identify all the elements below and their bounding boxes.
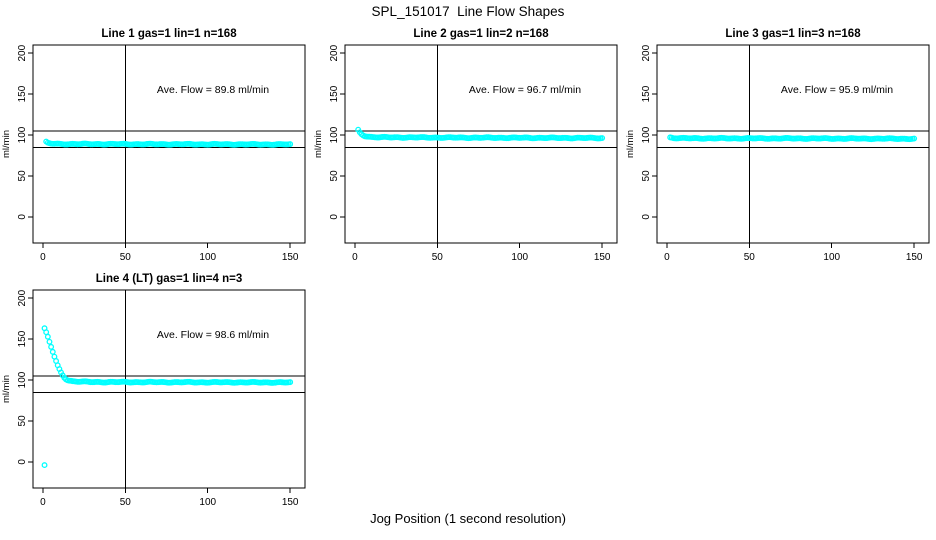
y-tick-label: 200	[641, 44, 652, 61]
y-tick-label: 150	[17, 330, 28, 347]
x-tick-label: 100	[511, 252, 528, 263]
ave-flow-annotation: Ave. Flow = 95.9 ml/min	[781, 84, 893, 96]
y-tick-label: 0	[641, 214, 652, 220]
panel-1: Line 1 gas=1 lin=1 n=168 0 50 100 150 0 50 100 1…	[1, 28, 306, 263]
y-tick-label: 100	[641, 126, 652, 143]
ave-flow-annotation: Ave. Flow = 89.8 ml/min	[157, 84, 269, 96]
data-points	[355, 126, 606, 142]
y-tick-label: 100	[329, 126, 340, 143]
plot-box	[344, 44, 618, 244]
x-tick-label: 0	[40, 252, 46, 263]
x-tick-label: 150	[594, 252, 611, 263]
y-tick-label: 150	[329, 85, 340, 102]
plot-box	[656, 44, 930, 244]
data-point	[287, 379, 294, 386]
y-tick-label: 150	[641, 85, 652, 102]
y-axis-label: ml/min	[625, 130, 636, 158]
data-points	[43, 138, 294, 148]
ave-flow-annotation: Ave. Flow = 96.7 ml/min	[469, 84, 581, 96]
y-axis-label: ml/min	[313, 130, 324, 158]
data-point	[599, 135, 606, 142]
x-tick-label: 50	[120, 252, 132, 263]
y-axis-label: ml/min	[1, 130, 12, 158]
x-tick-label: 100	[199, 497, 216, 508]
y-tick-label: 100	[17, 126, 28, 143]
x-tick-label: 0	[352, 252, 358, 263]
y-tick-label: 50	[17, 415, 28, 427]
x-tick-label: 150	[282, 497, 299, 508]
data-point	[46, 338, 53, 345]
x-tick-label: 50	[120, 497, 132, 508]
panel-2: Line 2 gas=1 lin=2 n=168 0 50 100 150 0 50 100 1…	[313, 28, 618, 263]
x-tick-label: 150	[906, 252, 923, 263]
y-axis-label: ml/min	[1, 375, 12, 403]
y-tick-label: 50	[329, 170, 340, 182]
x-tick-label: 0	[40, 497, 46, 508]
y-tick-label: 150	[17, 85, 28, 102]
data-point-outlier	[41, 462, 48, 469]
panel-title: Line 1 gas=1 lin=1 n=168	[101, 28, 237, 40]
y-tick-label: 200	[17, 44, 28, 61]
y-tick-label: 50	[17, 170, 28, 182]
data-points	[41, 325, 294, 469]
y-tick-label: 0	[329, 214, 340, 220]
y-tick-label: 0	[17, 459, 28, 465]
y-tick-label: 0	[17, 214, 28, 220]
x-tick-label: 150	[282, 252, 299, 263]
plot-box	[32, 44, 306, 244]
x-tick-label: 0	[664, 252, 670, 263]
panel-4: Line 4 (LT) gas=1 lin=4 n=3 0 50 100 150 0 50 1…	[1, 273, 306, 508]
panel-3: Line 3 gas=1 lin=3 n=168 0 50 100 150 0 50 100 1…	[625, 28, 930, 263]
ave-flow-annotation: Ave. Flow = 98.6 ml/min	[157, 329, 269, 341]
y-tick-label: 200	[17, 289, 28, 306]
x-tick-label: 50	[744, 252, 756, 263]
data-point	[48, 343, 55, 350]
panel-title: Line 2 gas=1 lin=2 n=168	[413, 28, 549, 40]
y-tick-label: 50	[641, 170, 652, 182]
x-tick-label: 50	[432, 252, 444, 263]
data-points	[667, 134, 918, 143]
x-axis-global-label: Jog Position (1 second resolution)	[370, 511, 566, 526]
data-point	[287, 141, 294, 148]
data-point	[49, 348, 56, 355]
y-tick-label: 200	[329, 44, 340, 61]
panel-title: Line 3 gas=1 lin=3 n=168	[725, 28, 861, 40]
data-point	[44, 333, 51, 340]
x-tick-label: 100	[823, 252, 840, 263]
panel-title: Line 4 (LT) gas=1 lin=4 n=3	[96, 273, 242, 285]
x-tick-label: 100	[199, 252, 216, 263]
y-tick-label: 100	[17, 371, 28, 388]
data-point	[911, 135, 918, 142]
plot-box	[32, 289, 306, 489]
figure-title: SPL_151017 Line Flow Shapes	[371, 4, 565, 19]
